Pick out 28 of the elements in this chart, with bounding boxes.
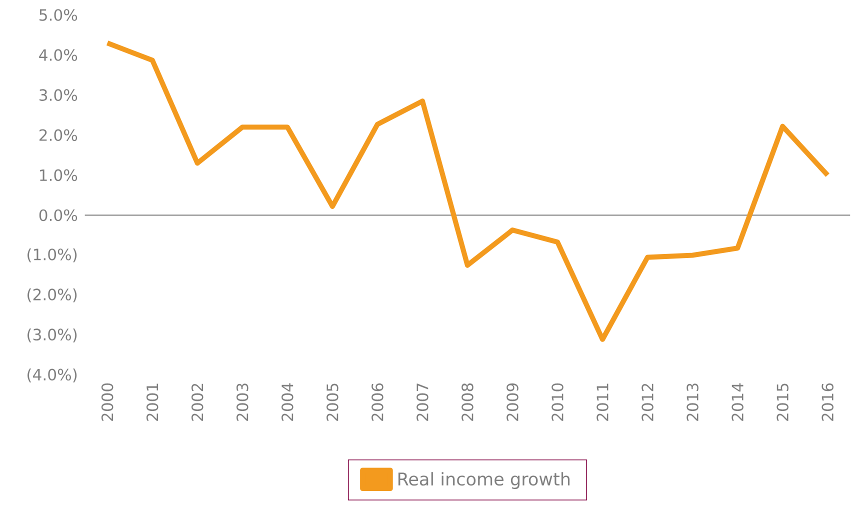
y-tick-label: (1.0%) — [28, 248, 77, 262]
y-tick-label: 0.0% — [39, 210, 78, 222]
x-tick-label: 2008 — [462, 384, 474, 422]
x-tick-label: 2000 — [101, 384, 114, 422]
x-tick-label: 2015 — [776, 384, 788, 422]
y-tick-label: 3.0% — [40, 89, 78, 102]
x-tick-label: 2005 — [326, 384, 338, 422]
x-tick-label: 2006 — [372, 384, 384, 422]
y-tick-label: (3.0%) — [28, 328, 77, 343]
x-tick-label: 2014 — [732, 383, 744, 422]
x-tick-label: 2010 — [552, 384, 564, 422]
y-tick-label: 1.0% — [40, 169, 78, 182]
x-tick-label: 2012 — [642, 384, 654, 422]
x-tick-label: 2016 — [822, 384, 834, 422]
y-tick-label: 2.0% — [39, 129, 78, 142]
y-tick-label: 4.0% — [39, 49, 78, 62]
y-tick-label: (4.0%) — [28, 368, 77, 383]
x-tick-label: 2004 — [282, 383, 294, 422]
x-tick-label: 2013 — [686, 384, 698, 422]
x-tick-label: 2001 — [146, 384, 158, 422]
x-tick-label: 2002 — [191, 384, 204, 422]
x-tick-label: 2011 — [596, 384, 608, 422]
x-tick-label: 2003 — [236, 384, 248, 422]
y-tick-label: 5.0% — [40, 9, 78, 22]
legend-label: Real income growth — [398, 472, 570, 490]
x-tick-label: 2009 — [506, 384, 518, 422]
y-tick-label: (2.0%) — [28, 288, 77, 302]
x-tick-label: 2007 — [416, 384, 428, 422]
